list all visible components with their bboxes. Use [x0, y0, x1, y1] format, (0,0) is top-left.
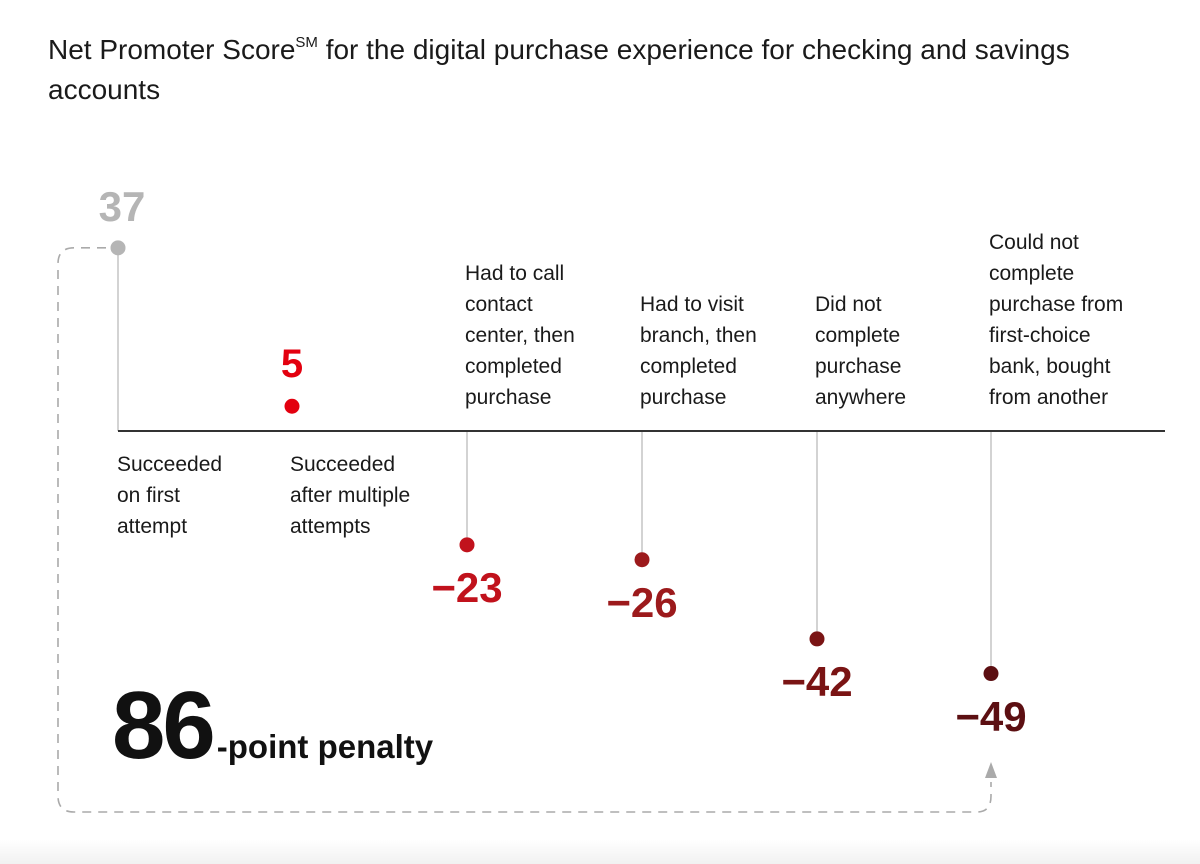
- data-point-3: [459, 537, 475, 553]
- penalty-annotation: 86 -point penalty: [112, 678, 433, 774]
- service-mark: SM: [295, 34, 318, 51]
- data-point-1: [110, 240, 126, 256]
- bracket-arrow: [985, 762, 997, 778]
- data-point-6: [983, 666, 999, 682]
- penalty-number: 86: [112, 672, 216, 779]
- data-point-4: [634, 552, 650, 568]
- title-rest: for the digital purchase experience for …: [48, 34, 1070, 105]
- bottom-fade: [0, 840, 1200, 864]
- data-point-5: [809, 631, 825, 647]
- penalty-text: -point penalty: [216, 728, 434, 765]
- title-main: Net Promoter Score: [48, 34, 296, 65]
- chart-title: Net Promoter ScoreSM for the digital pur…: [48, 30, 1148, 110]
- data-point-2: [284, 398, 300, 414]
